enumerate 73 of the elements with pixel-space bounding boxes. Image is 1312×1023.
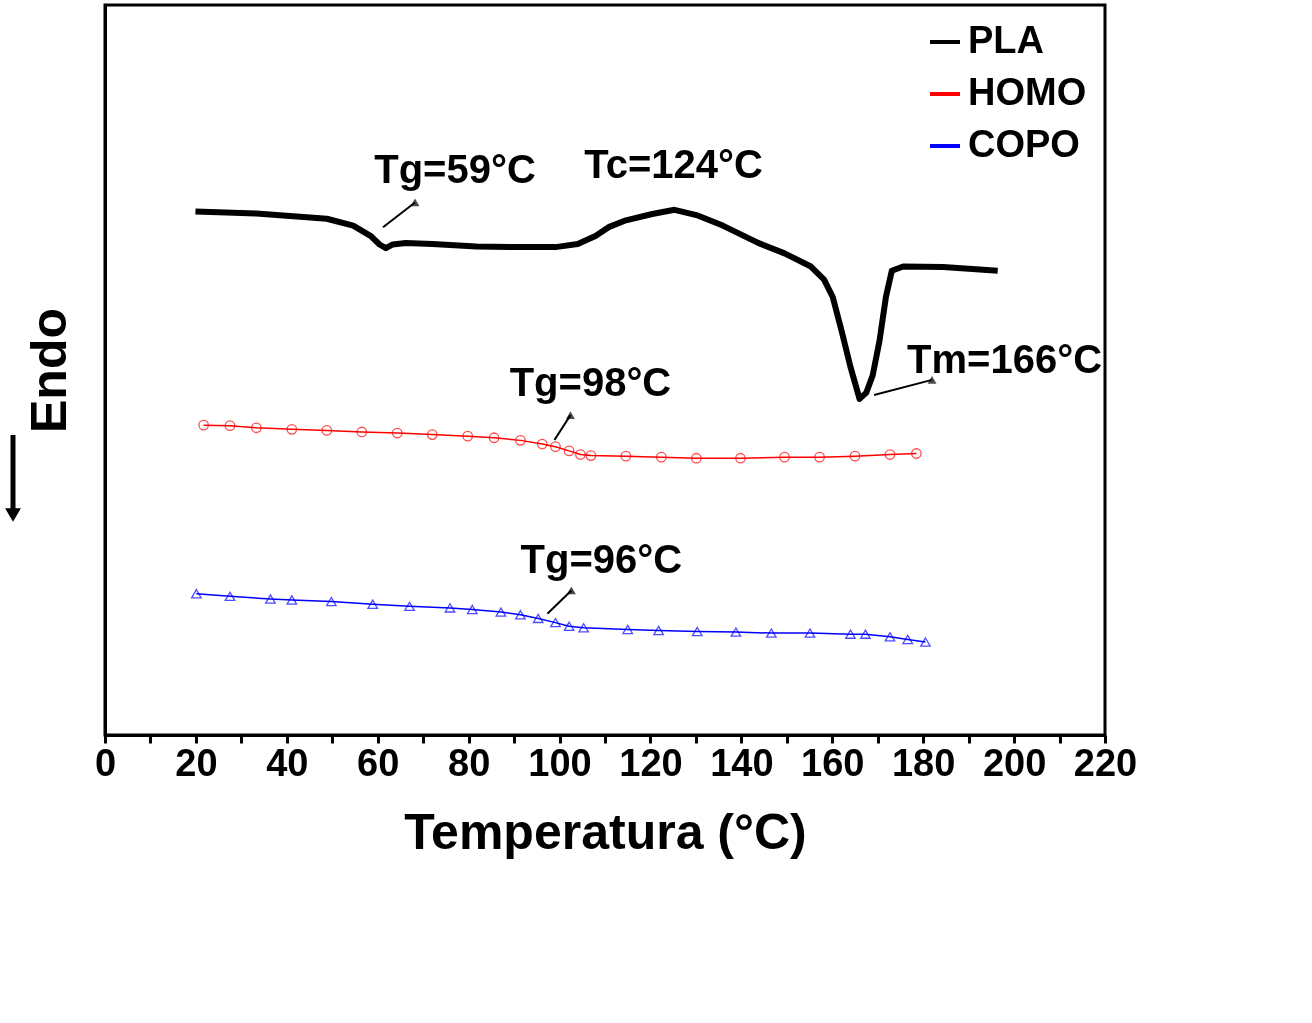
- point: [563, 445, 575, 457]
- x-tick-label: 140: [710, 741, 774, 784]
- point: [286, 423, 298, 435]
- point: [404, 601, 415, 612]
- legend-label: HOMO: [968, 71, 1087, 113]
- annotation: Tc=124°C: [584, 141, 763, 186]
- point: [563, 621, 575, 632]
- point: [550, 441, 561, 453]
- point: [575, 449, 586, 460]
- point: [367, 599, 379, 609]
- annotation: Tg=96°C: [520, 537, 683, 582]
- x-tick-label: 100: [528, 741, 592, 784]
- legend-label: PLA: [968, 19, 1044, 61]
- point: [860, 629, 871, 639]
- point: [224, 420, 236, 432]
- point: [804, 628, 816, 638]
- point: [653, 625, 665, 636]
- point: [779, 451, 790, 463]
- x-tick-label: 0: [94, 741, 117, 784]
- point: [321, 425, 333, 436]
- point: [488, 432, 500, 444]
- x-tick-label: 200: [982, 741, 1047, 784]
- point: [585, 450, 597, 461]
- point: [620, 450, 632, 462]
- x-tick-label: 40: [266, 741, 309, 784]
- legend-label: COPO: [968, 123, 1080, 165]
- point: [462, 430, 474, 442]
- x-tick-label: 60: [357, 741, 400, 784]
- point: [691, 626, 703, 637]
- point: [426, 429, 438, 440]
- point: [286, 595, 298, 605]
- annotation: Tg=98°C: [509, 360, 672, 405]
- y-axis-title: Endo: [20, 308, 77, 433]
- point: [849, 450, 861, 462]
- point: [814, 451, 825, 463]
- point: [325, 596, 337, 607]
- point: [444, 603, 456, 613]
- point: [532, 613, 544, 624]
- point: [536, 438, 548, 450]
- point: [920, 637, 931, 647]
- point: [690, 452, 702, 464]
- point: [884, 449, 896, 460]
- x-axis-title: Temperatura (°C): [404, 803, 807, 860]
- x-tick-label: 160: [801, 741, 865, 784]
- point: [622, 624, 634, 635]
- point: [550, 617, 561, 628]
- point: [356, 426, 368, 438]
- point: [466, 604, 478, 615]
- x-tick-label: 20: [175, 741, 218, 784]
- point: [765, 628, 777, 638]
- point: [730, 627, 742, 637]
- point: [495, 607, 507, 617]
- point: [190, 588, 202, 599]
- point: [224, 591, 236, 602]
- point: [735, 452, 746, 464]
- point: [265, 594, 276, 604]
- x-tick-label: 120: [619, 741, 683, 784]
- point: [515, 434, 526, 446]
- point: [515, 609, 526, 620]
- point: [578, 623, 590, 633]
- point: [198, 419, 210, 431]
- annotation: Tm=166°C: [907, 336, 1103, 381]
- annotation: Tg=59°C: [374, 147, 536, 192]
- point: [910, 448, 922, 459]
- point: [250, 422, 262, 434]
- point: [884, 632, 896, 642]
- point: [902, 634, 914, 645]
- x-tick-label: 80: [448, 741, 491, 784]
- point: [845, 629, 856, 639]
- point: [391, 427, 403, 439]
- x-tick-label: 180: [891, 741, 956, 784]
- point: [655, 451, 667, 463]
- x-tick-label: 220: [1073, 741, 1138, 784]
